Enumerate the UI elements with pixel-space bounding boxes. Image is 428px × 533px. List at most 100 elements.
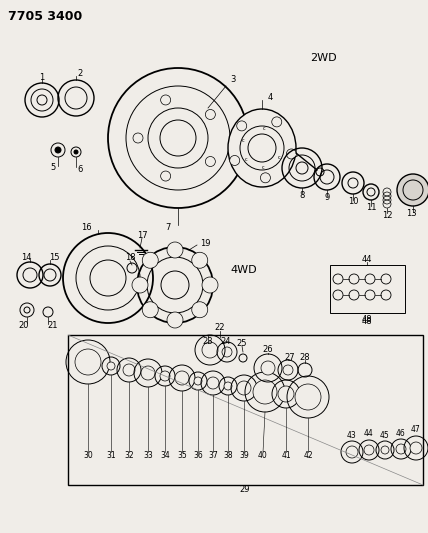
Text: 17: 17 [137,230,147,239]
Circle shape [295,384,321,410]
Circle shape [397,174,428,206]
Circle shape [75,349,101,375]
Text: 18: 18 [125,254,135,262]
Circle shape [161,271,189,299]
Text: 40: 40 [258,450,268,459]
Circle shape [364,445,374,455]
Circle shape [142,302,158,318]
Text: 44: 44 [364,430,374,439]
Text: 44: 44 [362,255,372,264]
Circle shape [160,171,171,181]
Text: 34: 34 [160,450,170,459]
Text: 26: 26 [263,345,273,354]
Text: 39: 39 [239,450,249,459]
Text: 24: 24 [221,336,231,345]
Bar [68,335,423,485]
Text: 37: 37 [208,450,218,459]
Circle shape [261,361,275,375]
Circle shape [202,342,218,358]
Circle shape [55,147,61,153]
Text: 2: 2 [77,69,83,78]
Text: 9: 9 [324,193,330,203]
Text: 21: 21 [48,321,58,330]
Ellipse shape [228,109,296,187]
Text: 46: 46 [396,429,406,438]
Text: c: c [278,155,281,160]
Text: 2WD: 2WD [310,53,337,63]
Text: 13: 13 [406,209,416,219]
Circle shape [272,117,282,127]
Text: 16: 16 [81,223,91,232]
Circle shape [202,277,218,293]
Text: 31: 31 [106,450,116,459]
Text: 38: 38 [223,450,233,459]
Text: c: c [262,126,265,131]
Circle shape [194,377,202,385]
Text: 15: 15 [49,254,59,262]
Text: 45: 45 [380,431,390,440]
Text: 42: 42 [303,450,313,459]
Text: 14: 14 [21,253,31,262]
Circle shape [141,366,155,380]
Circle shape [237,381,251,395]
Text: 27: 27 [285,352,295,361]
Text: 28: 28 [300,352,310,361]
Text: 1: 1 [39,72,45,82]
Circle shape [160,371,170,381]
Circle shape [207,377,219,389]
Circle shape [167,242,183,258]
Text: 5: 5 [51,164,56,173]
Text: 36: 36 [193,450,203,459]
Text: 6: 6 [77,165,83,174]
Circle shape [286,149,297,159]
Text: 22: 22 [215,324,225,333]
Text: 23: 23 [203,336,213,345]
Text: 20: 20 [19,320,29,329]
Text: c: c [242,139,244,143]
Circle shape [253,380,277,404]
Circle shape [316,168,324,176]
Circle shape [348,178,358,188]
Circle shape [346,446,358,458]
Text: 11: 11 [366,204,376,213]
Text: 47: 47 [411,425,421,434]
Circle shape [167,312,183,328]
Text: 43: 43 [347,431,357,440]
Circle shape [278,386,294,402]
Circle shape [132,277,148,293]
Text: 10: 10 [348,198,358,206]
Circle shape [205,109,215,119]
Circle shape [142,252,158,268]
Circle shape [74,150,78,154]
Text: 7705 3400: 7705 3400 [8,10,82,23]
Circle shape [160,120,196,156]
Text: 30: 30 [83,450,93,459]
Text: 12: 12 [382,211,392,220]
Circle shape [248,134,276,162]
Text: 4: 4 [268,93,273,102]
Text: 33: 33 [143,450,153,459]
Circle shape [205,157,215,166]
Bar [330,265,405,313]
Circle shape [224,382,232,390]
Circle shape [123,364,135,376]
Text: 48: 48 [362,314,372,324]
Text: 41: 41 [281,450,291,459]
Text: c: c [262,165,265,171]
Text: 25: 25 [237,338,247,348]
Circle shape [175,371,189,385]
Text: 29: 29 [240,486,250,495]
Circle shape [133,133,143,143]
Text: 7: 7 [165,223,171,232]
Circle shape [192,302,208,318]
Text: 3: 3 [230,76,236,85]
Text: 35: 35 [177,450,187,459]
Circle shape [192,252,208,268]
Circle shape [381,446,389,454]
Circle shape [107,362,115,370]
Text: 8: 8 [299,190,305,199]
Text: 32: 32 [124,450,134,459]
Text: 19: 19 [200,238,210,247]
Circle shape [230,156,240,165]
Circle shape [160,95,171,105]
